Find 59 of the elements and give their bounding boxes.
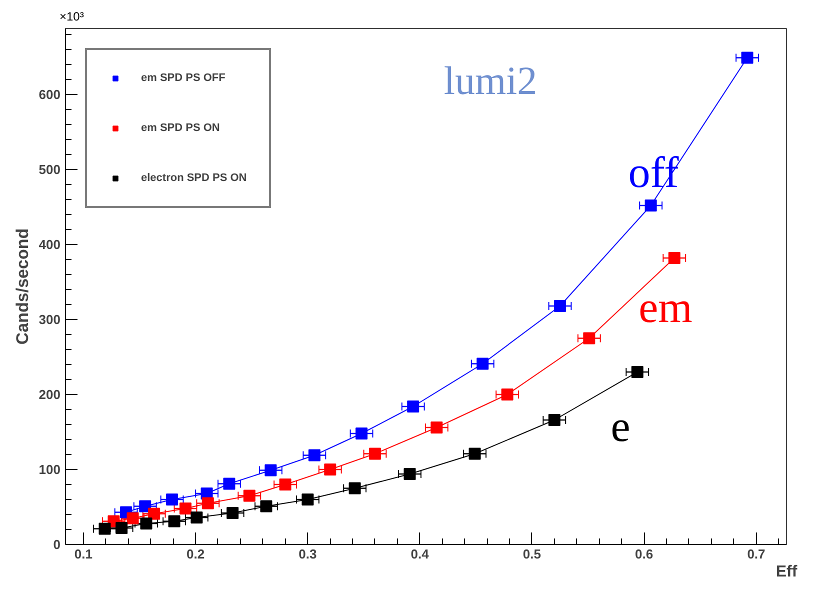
point [140,518,152,530]
x-tick-label: 0.1 [74,546,92,562]
y-tick-label: 200 [38,387,61,402]
legend-label: em SPD PS ON [141,122,220,134]
point [260,500,272,512]
point [139,500,152,512]
point [583,332,596,344]
point [324,464,336,476]
point [348,482,361,494]
y-tick-label: 500 [38,162,61,177]
point [202,497,214,510]
point [404,468,416,480]
point [179,502,192,514]
point [302,494,314,506]
point [468,448,481,460]
x-tick-label: 0.7 [747,546,766,562]
annotation: e [610,402,630,451]
x-tick-label: 0.3 [298,546,317,562]
y-tick-label: 600 [38,87,61,102]
x-tick-label: 0.5 [522,546,542,562]
point [308,449,320,462]
point [166,494,178,506]
point [554,300,566,312]
x-tick-label: 0.4 [410,546,430,562]
y-tick-label: 400 [38,237,61,252]
point [356,428,368,440]
x-tick-label: 0.2 [186,546,205,562]
point [226,507,239,519]
point [668,252,680,264]
point [279,478,292,490]
annotation: em [638,283,692,332]
point [644,200,657,212]
point [168,515,180,528]
y-tick-label: 100 [38,462,61,477]
point [407,400,420,412]
legend-label: electron SPD PS ON [141,172,247,184]
point [476,358,489,370]
point [631,366,644,378]
y-axis-title: Cands/second [12,228,32,345]
point [430,422,443,434]
annotation: lumi2 [444,58,538,103]
legend-label: em SPD PS OFF [141,72,226,84]
text: ×10³ [60,10,84,24]
point [548,414,560,426]
y-tick-label: 300 [38,312,61,327]
point [741,52,754,64]
x-axis-title: Eff [776,564,798,580]
point [223,478,236,490]
point [126,512,139,524]
point [98,522,111,535]
point [501,388,514,400]
x-tick-label: 0.6 [635,546,654,562]
point [190,512,203,524]
point [243,490,256,502]
point [368,448,381,460]
point [116,522,128,534]
point [264,464,277,476]
y-tick-label: 0 [53,537,61,552]
point [148,508,160,520]
